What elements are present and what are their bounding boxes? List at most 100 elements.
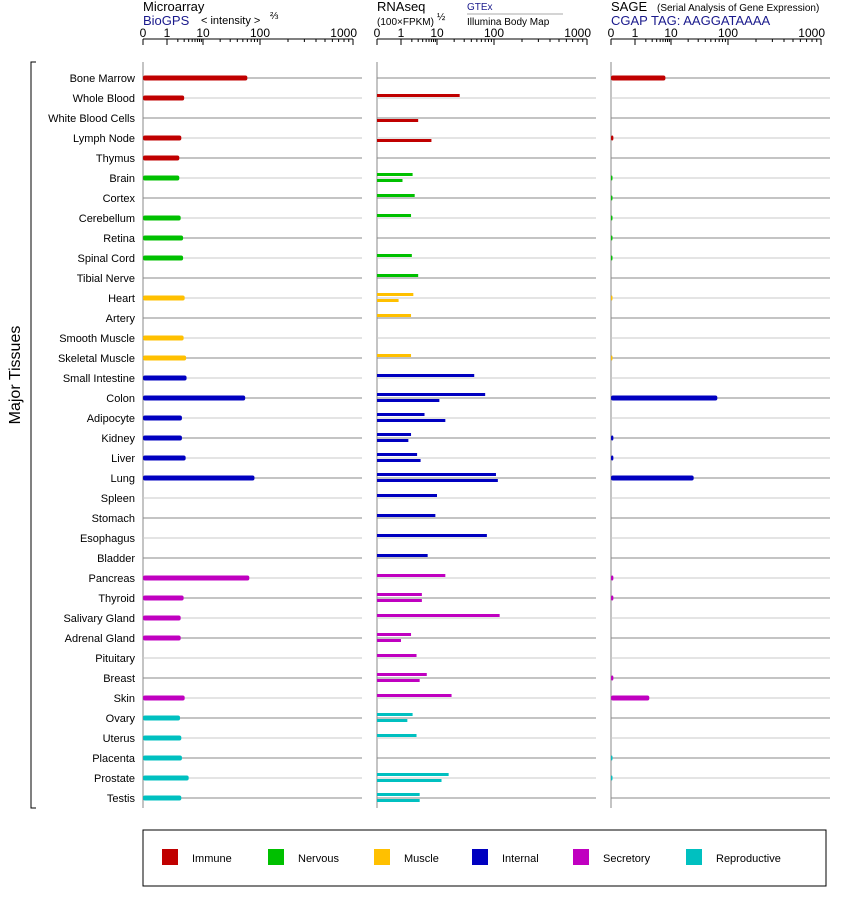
tissue-label-skeletal-muscle: Skeletal Muscle (58, 353, 135, 365)
microarray-tick-label: 1000 (330, 26, 357, 40)
rnaseq-gtex-bar-testis (377, 793, 420, 796)
microarray-bar-ovary (143, 715, 181, 721)
rnaseq-ibm-bar-lung (377, 479, 498, 482)
tissue-label-heart: Heart (108, 293, 135, 305)
tissue-label-lung: Lung (111, 473, 135, 485)
rnaseq-ibm-bar-ovary (377, 719, 408, 722)
legend-swatch-nervous (268, 849, 284, 865)
tissue-label-testis: Testis (107, 793, 136, 805)
tissue-label-artery: Artery (106, 313, 136, 325)
sage-tick-label: 100 (718, 26, 738, 40)
legend-label-secretory: Secretory (603, 853, 651, 865)
rnaseq-ibm-bar-thyroid (377, 599, 422, 602)
microarray-bar-liver (143, 455, 186, 461)
tissue-label-cerebellum: Cerebellum (79, 213, 135, 225)
tissue-label-skin: Skin (114, 693, 135, 705)
rnaseq-title: RNAseq (377, 0, 425, 14)
tissue-label-bone-marrow: Bone Marrow (70, 73, 135, 85)
sage-bar-bone-marrow (611, 75, 666, 81)
rnaseq-gtex-bar-ovary (377, 713, 413, 716)
tissue-label-breast: Breast (103, 673, 135, 685)
sage-bar-skin (611, 695, 650, 701)
tissue-label-uterus: Uterus (103, 733, 136, 745)
sage-tick-label: 0 (608, 26, 615, 40)
rnaseq-tick-label: 100 (484, 26, 504, 40)
sage-tick-label: 10 (664, 26, 678, 40)
rnaseq-ibm-bar-kidney (377, 439, 409, 442)
legend-label-reproductive: Reproductive (716, 853, 781, 865)
tissue-label-thymus: Thymus (96, 153, 136, 165)
sage-bar-spinal-cord (611, 255, 613, 261)
rnaseq-gtex-bar-adrenal-gland (377, 633, 412, 636)
tissue-label-stomach: Stomach (92, 513, 135, 525)
tissue-label-cortex: Cortex (103, 193, 136, 205)
microarray-bar-whole-blood (143, 95, 185, 101)
microarray-bar-thyroid (143, 595, 184, 601)
sage-bar-retina (611, 235, 613, 241)
legend-label-immune: Immune (192, 853, 232, 865)
legend-swatch-reproductive (686, 849, 702, 865)
rnaseq-gtex-bar-colon (377, 393, 486, 396)
rnaseq-tick-label: 1 (398, 26, 405, 40)
rnaseq-gtex-bar-stomach (377, 514, 436, 517)
microarray-bar-thymus (143, 155, 180, 161)
microarray-subtitle: BioGPS (143, 13, 190, 28)
rnaseq-ibm-bar-adrenal-gland (377, 639, 401, 642)
sage-subtitle: CGAP TAG: AAGGATAAAA (611, 13, 771, 28)
tissue-label-esophagus: Esophagus (80, 533, 136, 545)
sage-bar-placenta (611, 755, 613, 761)
sage-bar-pancreas (611, 575, 614, 581)
sage-bar-kidney (611, 435, 614, 441)
rnaseq-gtex-bar-spinal-cord (377, 254, 412, 257)
microarray-bar-cerebellum (143, 215, 181, 221)
expression-bars (143, 75, 718, 802)
microarray-bar-bone-marrow (143, 75, 248, 81)
rnaseq-gtex-bar-liver (377, 453, 418, 456)
microarray-bar-small-intestine (143, 375, 187, 381)
tissue-label-smooth-muscle: Smooth Muscle (59, 333, 135, 345)
rnaseq-gtex-bar-brain (377, 173, 413, 176)
legend-label-muscle: Muscle (404, 853, 439, 865)
microarray-tick-label: 1 (164, 26, 171, 40)
rnaseq-ibm-bar-adipocyte (377, 419, 446, 422)
rnaseq-tick-label: 10 (430, 26, 444, 40)
microarray-bar-heart (143, 295, 185, 301)
rnaseq-gtex-bar-skeletal-muscle (377, 354, 412, 357)
microarray-bar-lung (143, 475, 255, 481)
sage-bar-prostate (611, 775, 613, 781)
microarray-bar-adrenal-gland (143, 635, 181, 641)
tissue-label-whole-blood: Whole Blood (73, 93, 135, 105)
sage-bar-brain (611, 175, 613, 181)
microarray-bar-pancreas (143, 575, 250, 581)
rnaseq-ibm-bar-colon (377, 399, 440, 402)
rnaseq-ibm-bar-brain (377, 179, 403, 182)
tissue-label-kidney: Kidney (101, 433, 135, 445)
tissue-label-ovary: Ovary (106, 713, 136, 725)
sage-bar-lung (611, 475, 694, 481)
rnaseq-gtex-bar-salivary-gland (377, 614, 500, 617)
rnaseq-ibm-bar-lymph-node (377, 139, 432, 142)
sage-bar-thyroid (611, 595, 614, 601)
microarray-bar-spinal-cord (143, 255, 184, 261)
tissue-label-spinal-cord: Spinal Cord (78, 253, 135, 265)
rnaseq-gtex-bar-pituitary (377, 654, 417, 657)
rnaseq-gtex-bar-thyroid (377, 593, 422, 596)
sage-bar-cerebellum (611, 215, 613, 221)
rnaseq-gtex-bar-uterus (377, 734, 417, 737)
tissue-label-colon: Colon (106, 393, 135, 405)
rnaseq-gtex-bar-bladder (377, 554, 428, 557)
rnaseq-ibm-bar-testis (377, 799, 420, 802)
rnaseq-gtex-bar-esophagus (377, 534, 487, 537)
tissue-label-small-intestine: Small Intestine (63, 373, 135, 385)
microarray-title: Microarray (143, 0, 205, 14)
rnaseq-gtex-bar-lung (377, 473, 496, 476)
legend-swatch-muscle (374, 849, 390, 865)
rnaseq-gtex-bar-whole-blood (377, 94, 460, 97)
tissue-label-bladder: Bladder (97, 553, 135, 565)
rnaseq-gtex-bar-heart (377, 293, 414, 296)
sage-bar-liver (611, 455, 614, 461)
microarray-bar-brain (143, 175, 180, 181)
sage-tick-label: 1 (632, 26, 639, 40)
microarray-bar-uterus (143, 735, 182, 741)
